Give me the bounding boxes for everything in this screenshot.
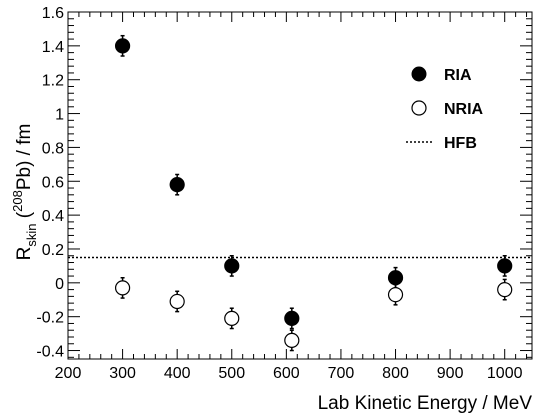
y-tick-label: 0.6 — [42, 174, 64, 191]
x-tick-label: 600 — [273, 365, 300, 382]
y-axis-title-rest: Pb) / fm — [14, 124, 35, 191]
ria-point — [284, 310, 300, 326]
y-tick-label: -0.4 — [36, 344, 64, 361]
y-tick-label: 1.4 — [42, 39, 64, 56]
ria-point — [169, 177, 185, 193]
legend-ria-label: RIA — [444, 67, 472, 84]
x-axis-title: Lab Kinetic Energy / MeV — [318, 393, 533, 414]
data-points — [114, 34, 513, 352]
y-axis-title-paren: ( — [14, 211, 35, 223]
y-tick-label: 1.2 — [42, 73, 64, 90]
x-tick-label: 500 — [218, 365, 245, 382]
y-tick-label: 0.4 — [42, 208, 64, 225]
y-tick-label: -0.2 — [36, 310, 64, 327]
nria-point — [387, 287, 404, 303]
ria-point — [224, 258, 240, 274]
nria-point — [169, 293, 185, 310]
x-tick-label: 800 — [382, 365, 409, 382]
legend-nria-label: NRIA — [444, 101, 484, 118]
x-tick-label: 900 — [437, 365, 464, 382]
nria-point — [114, 280, 131, 296]
legend: RIA NRIA HFB — [406, 66, 484, 152]
ria-point — [497, 258, 513, 274]
y-tick-label: 1 — [55, 107, 64, 124]
tick-labels: 200 300 400 500 600 700 800 900 1000 -0.4 -0.2 0 0.2… — [36, 5, 522, 382]
x-tick-label: 1000 — [487, 365, 523, 382]
y-axis-title-sup: 208 — [10, 190, 25, 212]
nria-point — [497, 282, 513, 298]
legend-ria-marker — [411, 66, 427, 82]
y-tick-label: 0 — [55, 276, 64, 293]
ria-point — [114, 38, 131, 54]
legend-hfb-label: HFB — [444, 135, 477, 152]
y-axis-title: Rskin (208Pb) / fm — [10, 124, 39, 261]
x-tick-label: 700 — [328, 365, 355, 382]
nria-point — [224, 310, 240, 326]
y-axis-title-sub: skin — [24, 223, 39, 246]
x-tick-label: 400 — [164, 365, 191, 382]
y-axis-title-main: R — [14, 247, 35, 261]
ria-point — [387, 270, 404, 286]
nria-point — [284, 332, 300, 348]
axis-ticks — [67, 11, 532, 359]
y-tick-label: 0.2 — [42, 242, 64, 259]
x-tick-label: 300 — [109, 365, 136, 382]
y-tick-label: 1.6 — [42, 5, 64, 22]
y-tick-label: 0.8 — [42, 140, 64, 157]
x-tick-label: 200 — [55, 365, 82, 382]
plot-frame — [67, 11, 533, 360]
legend-nria-marker — [411, 100, 427, 116]
